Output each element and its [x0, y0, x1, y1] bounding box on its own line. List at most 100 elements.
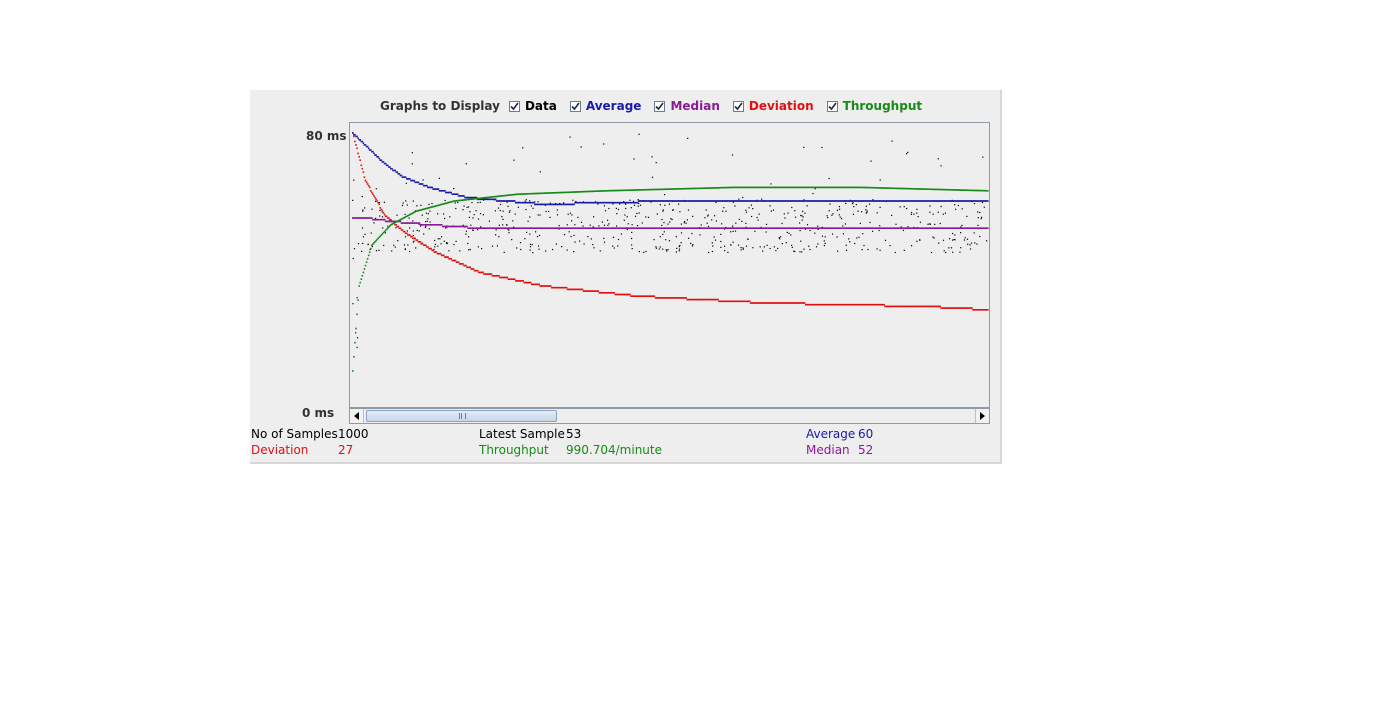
data-point [953, 239, 955, 241]
throughput-point [389, 225, 391, 227]
legend-item-throughput[interactable]: Throughput [826, 99, 922, 113]
data-point [482, 214, 484, 216]
data-point [655, 162, 657, 164]
average-point [963, 200, 966, 202]
horizontal-scrollbar[interactable] [349, 408, 990, 424]
data-point [659, 246, 661, 248]
average-point [428, 186, 430, 189]
scroll-right-button[interactable] [975, 409, 989, 423]
throughput-point [817, 186, 820, 189]
data-checkbox[interactable] [508, 100, 520, 112]
legend-item-average[interactable]: Average [569, 99, 641, 113]
median-point [666, 227, 668, 229]
average-point [399, 174, 402, 177]
data-point [416, 205, 418, 207]
median-point [739, 227, 741, 229]
deviation-point [506, 276, 509, 279]
average-point [906, 200, 909, 202]
data-point [731, 154, 734, 156]
median-point [537, 227, 539, 229]
average-point [852, 200, 855, 202]
throughput-point [850, 186, 853, 189]
median-point [854, 227, 857, 229]
deviation-point [868, 303, 871, 306]
median-point [385, 220, 388, 223]
throughput-point [362, 271, 365, 274]
median-point [457, 225, 460, 228]
deviation-point [445, 256, 447, 258]
legend-item-median[interactable]: Median [654, 99, 720, 113]
average-point [427, 186, 429, 189]
median-point [620, 227, 623, 229]
average-point [443, 190, 445, 192]
average-point [844, 200, 846, 202]
average-point [727, 200, 730, 202]
throughput-point [584, 190, 587, 193]
deviation-point [680, 297, 682, 299]
median-point [825, 227, 827, 229]
deviation-point [862, 303, 864, 306]
average-point [425, 184, 427, 187]
throughput-point [923, 188, 926, 190]
legend-item-data[interactable]: Data [508, 99, 557, 113]
median-point [938, 227, 940, 229]
median-checkbox[interactable] [654, 100, 666, 112]
average-point [574, 201, 576, 204]
median-point [717, 227, 719, 229]
average-point [392, 169, 394, 172]
deviation-point [849, 303, 851, 306]
median-point [669, 227, 672, 229]
average-point [795, 200, 797, 202]
deviation-point [673, 297, 676, 299]
throughput-point [588, 190, 590, 193]
throughput-point [409, 213, 411, 216]
average-point [896, 200, 898, 202]
median-point [761, 227, 764, 229]
median-point [625, 227, 627, 229]
throughput-point [639, 189, 642, 191]
average-point [964, 200, 967, 202]
average-point [683, 200, 685, 202]
median-point [741, 227, 744, 229]
deviation-point [794, 302, 796, 304]
deviation-point [354, 140, 356, 143]
data-point [454, 202, 456, 204]
average-point [531, 201, 534, 204]
average-point [560, 203, 563, 206]
legend-item-deviation[interactable]: Deviation [732, 99, 814, 113]
median-point [681, 227, 683, 229]
average-point [965, 200, 968, 202]
throughput-point [547, 192, 550, 194]
average-point [878, 200, 880, 202]
median-point [801, 227, 804, 229]
deviation-point [436, 252, 439, 255]
median-point [426, 224, 428, 226]
throughput-point [530, 192, 533, 195]
data-point [666, 250, 668, 252]
median-point [789, 227, 791, 229]
throughput-point [363, 268, 366, 270]
deviation-point [579, 288, 582, 291]
deviation-point [760, 302, 763, 304]
data-point [428, 228, 430, 230]
average-checkbox[interactable] [569, 100, 581, 112]
throughput-point [766, 186, 769, 189]
median-point [571, 227, 573, 229]
data-point [876, 212, 878, 214]
scrollbar-thumb[interactable] [366, 410, 557, 422]
deviation-point [821, 303, 824, 306]
median-point [906, 227, 909, 229]
throughput-checkbox[interactable] [826, 100, 838, 112]
deviation-point [683, 297, 685, 299]
deviation-checkbox[interactable] [732, 100, 744, 112]
average-point [442, 190, 444, 192]
deviation-point [435, 251, 438, 253]
data-point [406, 204, 408, 206]
median-point [436, 224, 439, 226]
deviation-point [944, 307, 947, 309]
deviation-point [471, 268, 474, 270]
data-point [603, 205, 605, 207]
scroll-left-button[interactable] [350, 409, 364, 423]
data-point [944, 212, 946, 214]
deviation-point [417, 241, 420, 243]
